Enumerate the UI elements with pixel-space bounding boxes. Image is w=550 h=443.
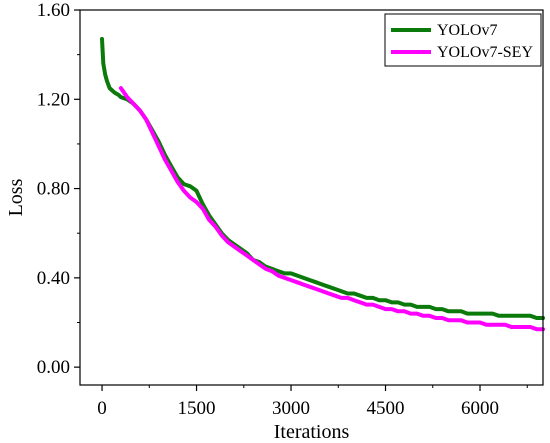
x-axis-title: Iterations [274, 421, 350, 443]
x-tick-label: 4500 [367, 398, 405, 419]
y-tick-label: 0.00 [37, 357, 70, 378]
legend-box [384, 13, 542, 67]
y-tick-label: 1.60 [37, 0, 70, 21]
x-tick-label: 0 [97, 398, 107, 419]
series-line-yolov7-sey [118, 86, 545, 332]
x-tick-label: 1500 [178, 398, 216, 419]
x-tick-label: 6000 [461, 398, 499, 419]
x-tick-label: 3000 [272, 398, 310, 419]
y-tick-label: 1.20 [37, 89, 70, 110]
axes-layer: 0 1500 3000 4500 6000 0.00 0.40 0.80 1.20 1.60 [37, 0, 544, 419]
y-tick-label: 0.40 [37, 268, 70, 289]
y-tick-label: 0.80 [37, 179, 70, 200]
series-line-yolov7 [100, 37, 545, 320]
legend-label: YOLOv7 [437, 22, 497, 39]
series-layer [100, 37, 545, 332]
y-axis-title: Loss [5, 178, 27, 216]
legend: YOLOv7 YOLOv7-SEY [384, 13, 542, 67]
legend-label: YOLOv7-SEY [437, 44, 533, 61]
plot-frame [79, 9, 544, 386]
